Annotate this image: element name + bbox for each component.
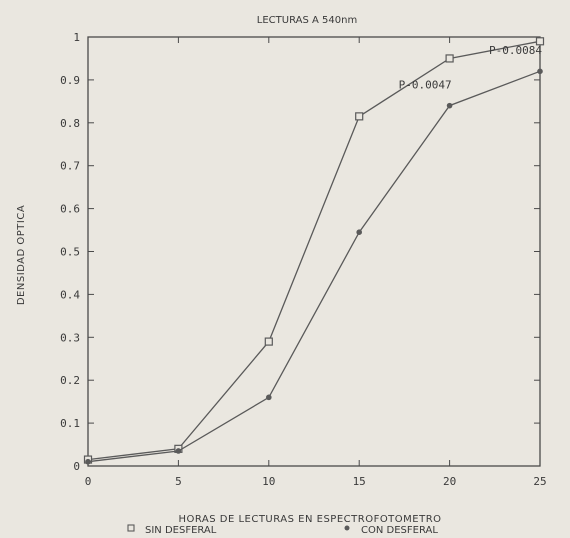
chart-title: LECTURAS A 540nm	[257, 15, 357, 26]
y-tick-label: 1	[73, 31, 80, 44]
x-tick-label: 15	[353, 475, 366, 488]
y-tick-label: 0.2	[60, 374, 80, 387]
series-1-point	[264, 337, 273, 346]
series-1-point	[355, 112, 364, 121]
y-tick-label: 0.1	[60, 417, 80, 430]
plot-area: 00.10.20.30.40.50.60.70.80.910 5 10 15 20 25P…	[60, 31, 547, 488]
x-tick-label: 5	[175, 475, 182, 488]
x-tick-label: 25	[533, 475, 546, 488]
series-2-point	[356, 229, 363, 235]
y-axis-title: DENSIDAD OPTICA	[16, 205, 27, 305]
x-axis-title: HORAS DE LECTURAS EN ESPECTROFOTOMETRO	[178, 514, 441, 525]
plot-frame	[87, 36, 541, 467]
y-tick-label: 0	[73, 460, 80, 473]
x-tick-label: 0	[85, 475, 92, 488]
y-tick-label: 0.4	[60, 288, 80, 301]
p-value-annotation: P-0.0047	[399, 78, 452, 91]
series-2-point	[537, 68, 543, 75]
y-tick-label: 0.6	[60, 203, 80, 216]
y-tick-label: 0.5	[60, 246, 80, 259]
y-tick-label: 0.8	[60, 117, 80, 130]
series-2-point	[175, 448, 182, 454]
series-line-1	[87, 40, 541, 461]
series-2-point	[85, 458, 91, 465]
legend-label: SIN DESFERAL	[145, 525, 217, 536]
series-1-point	[535, 37, 545, 46]
series-2-point	[266, 394, 272, 401]
y-tick-label: 0.7	[60, 160, 80, 173]
legend-label: CON DESFERAL	[361, 525, 438, 536]
legend-marker-square	[127, 524, 135, 532]
legend: SIN DESFERAL CON DESFERAL	[127, 524, 438, 536]
x-tick-label: 20	[443, 475, 456, 488]
y-tick-label: 0.9	[60, 74, 80, 87]
p-value-annotation: P-0.0084	[489, 44, 542, 57]
y-tick-label: 0.3	[60, 331, 80, 344]
legend-marker-dot	[344, 525, 350, 531]
series-1-point	[445, 54, 454, 63]
x-tick-label: 10	[262, 475, 275, 488]
series-line-2	[87, 70, 541, 463]
series-2-point	[446, 102, 453, 109]
